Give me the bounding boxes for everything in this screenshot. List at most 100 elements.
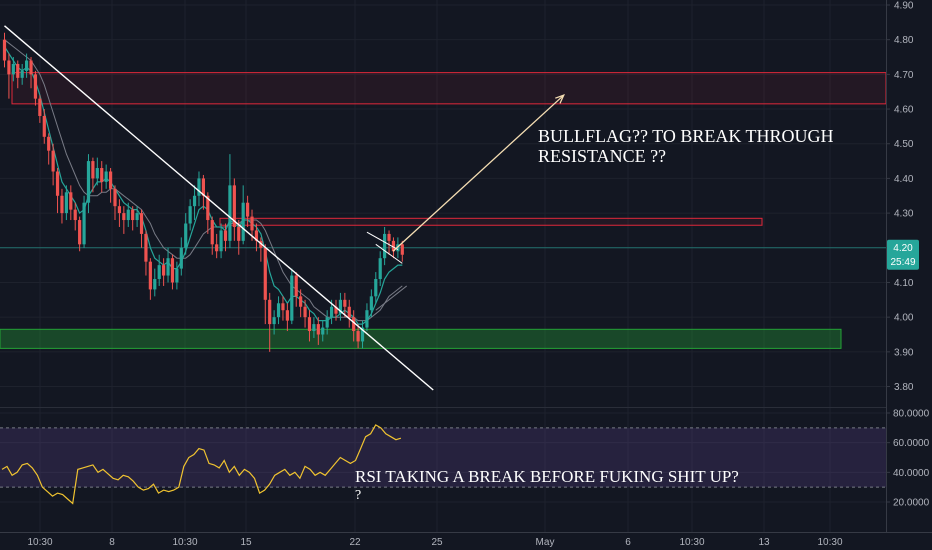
flag-ma_tail-line[interactable] (375, 285, 408, 311)
candle (117, 206, 122, 214)
rsi-tick-label: 40.0000 (893, 468, 930, 479)
rsi-axis[interactable]: 80.0000 60.0000 40.0000 20.0000 (886, 409, 930, 509)
candle (365, 310, 369, 328)
candle (25, 60, 29, 71)
candle (387, 233, 391, 241)
candle (78, 220, 82, 245)
candle (303, 306, 307, 318)
candle (290, 275, 294, 321)
candle (347, 306, 351, 318)
candle (223, 230, 228, 241)
candle (360, 327, 365, 342)
candle (294, 275, 298, 297)
rsi-tick-label: 20.0000 (893, 498, 930, 509)
candle (11, 63, 15, 75)
candle (206, 195, 210, 221)
time-tick-label: 10:30 (172, 537, 197, 548)
candle (86, 161, 91, 203)
candle (374, 279, 378, 297)
candle (104, 171, 108, 182)
current-price-value: 4.20 (893, 243, 913, 254)
price-zones (0, 72, 887, 349)
resistance-upper-zone[interactable] (11, 72, 887, 105)
candle (122, 213, 126, 221)
rsi-tick-label: 60.0000 (893, 438, 930, 449)
candle (272, 317, 276, 325)
flag-lower-line[interactable] (375, 243, 403, 264)
candle (192, 195, 197, 207)
candle (188, 206, 192, 224)
candle (144, 233, 148, 262)
candle (157, 265, 161, 280)
candle (135, 213, 139, 221)
current-price-box (887, 239, 919, 270)
candle (91, 161, 95, 179)
candle (100, 168, 104, 182)
candle (38, 98, 42, 116)
candle (175, 268, 179, 283)
current-price-label: 4.20 25:49 (887, 239, 919, 270)
candle (148, 261, 152, 290)
candle (184, 223, 188, 248)
candle (307, 317, 312, 332)
rsi-line (1, 424, 402, 505)
candle (55, 171, 60, 196)
projection-arrow[interactable] (392, 94, 565, 252)
candle (170, 258, 175, 283)
rsi-annotation-line-2: ? (355, 488, 361, 503)
rsi-band (0, 427, 886, 488)
candle (82, 202, 86, 245)
resistance-mid-zone[interactable] (219, 217, 763, 226)
time-tick-label: 8 (109, 537, 115, 548)
drawings (4, 25, 565, 391)
candle (316, 324, 320, 335)
candle (383, 233, 387, 259)
candle (263, 247, 267, 300)
time-tick-label: 10:30 (27, 537, 52, 548)
time-axis[interactable]: 10:30 8 10:30 15 22 25 May 6 10:30 13 10:30 (27, 537, 842, 548)
candle (369, 296, 373, 311)
price-tick-label: 4.60 (894, 105, 914, 116)
downtrend-line[interactable] (4, 25, 434, 391)
candle (237, 226, 241, 241)
candle (166, 258, 170, 276)
candle (179, 247, 183, 269)
candle (215, 244, 219, 252)
time-tick-label: 15 (240, 537, 252, 548)
price-tick-label: 4.50 (894, 139, 914, 150)
time-tick-label: 13 (758, 537, 770, 548)
candle (60, 195, 64, 214)
bar-countdown: 25:49 (890, 257, 915, 268)
candle (232, 185, 236, 227)
price-axis[interactable]: 4.90 4.80 4.70 4.60 4.50 4.40 4.30 4.20 4.10 4.00… (886, 1, 914, 394)
price-tick-label: 4.40 (894, 174, 914, 185)
rsi-tick-label: 80.0000 (893, 409, 930, 420)
candle (400, 244, 404, 255)
price-tick-label: 4.00 (894, 313, 914, 324)
support-zone[interactable] (0, 328, 842, 349)
time-tick-label: 10:30 (817, 537, 842, 548)
candle (396, 244, 400, 252)
time-tick-label: 6 (625, 537, 631, 548)
price-tick-label: 3.90 (894, 347, 914, 358)
candle (47, 136, 51, 151)
candle (285, 310, 289, 321)
flag-upper-line[interactable] (366, 231, 399, 250)
time-tick-label: 25 (431, 537, 443, 548)
candle (276, 303, 281, 318)
candle (197, 178, 201, 196)
candle (352, 317, 356, 332)
time-tick-label: 22 (349, 537, 361, 548)
candle (33, 74, 38, 99)
candle (29, 60, 33, 75)
candle (16, 63, 20, 78)
candle (51, 150, 55, 172)
candle (153, 279, 157, 290)
candlestick-series (2, 32, 404, 352)
candle (73, 209, 77, 221)
candle (334, 306, 338, 314)
price-tick-label: 4.10 (894, 278, 914, 289)
